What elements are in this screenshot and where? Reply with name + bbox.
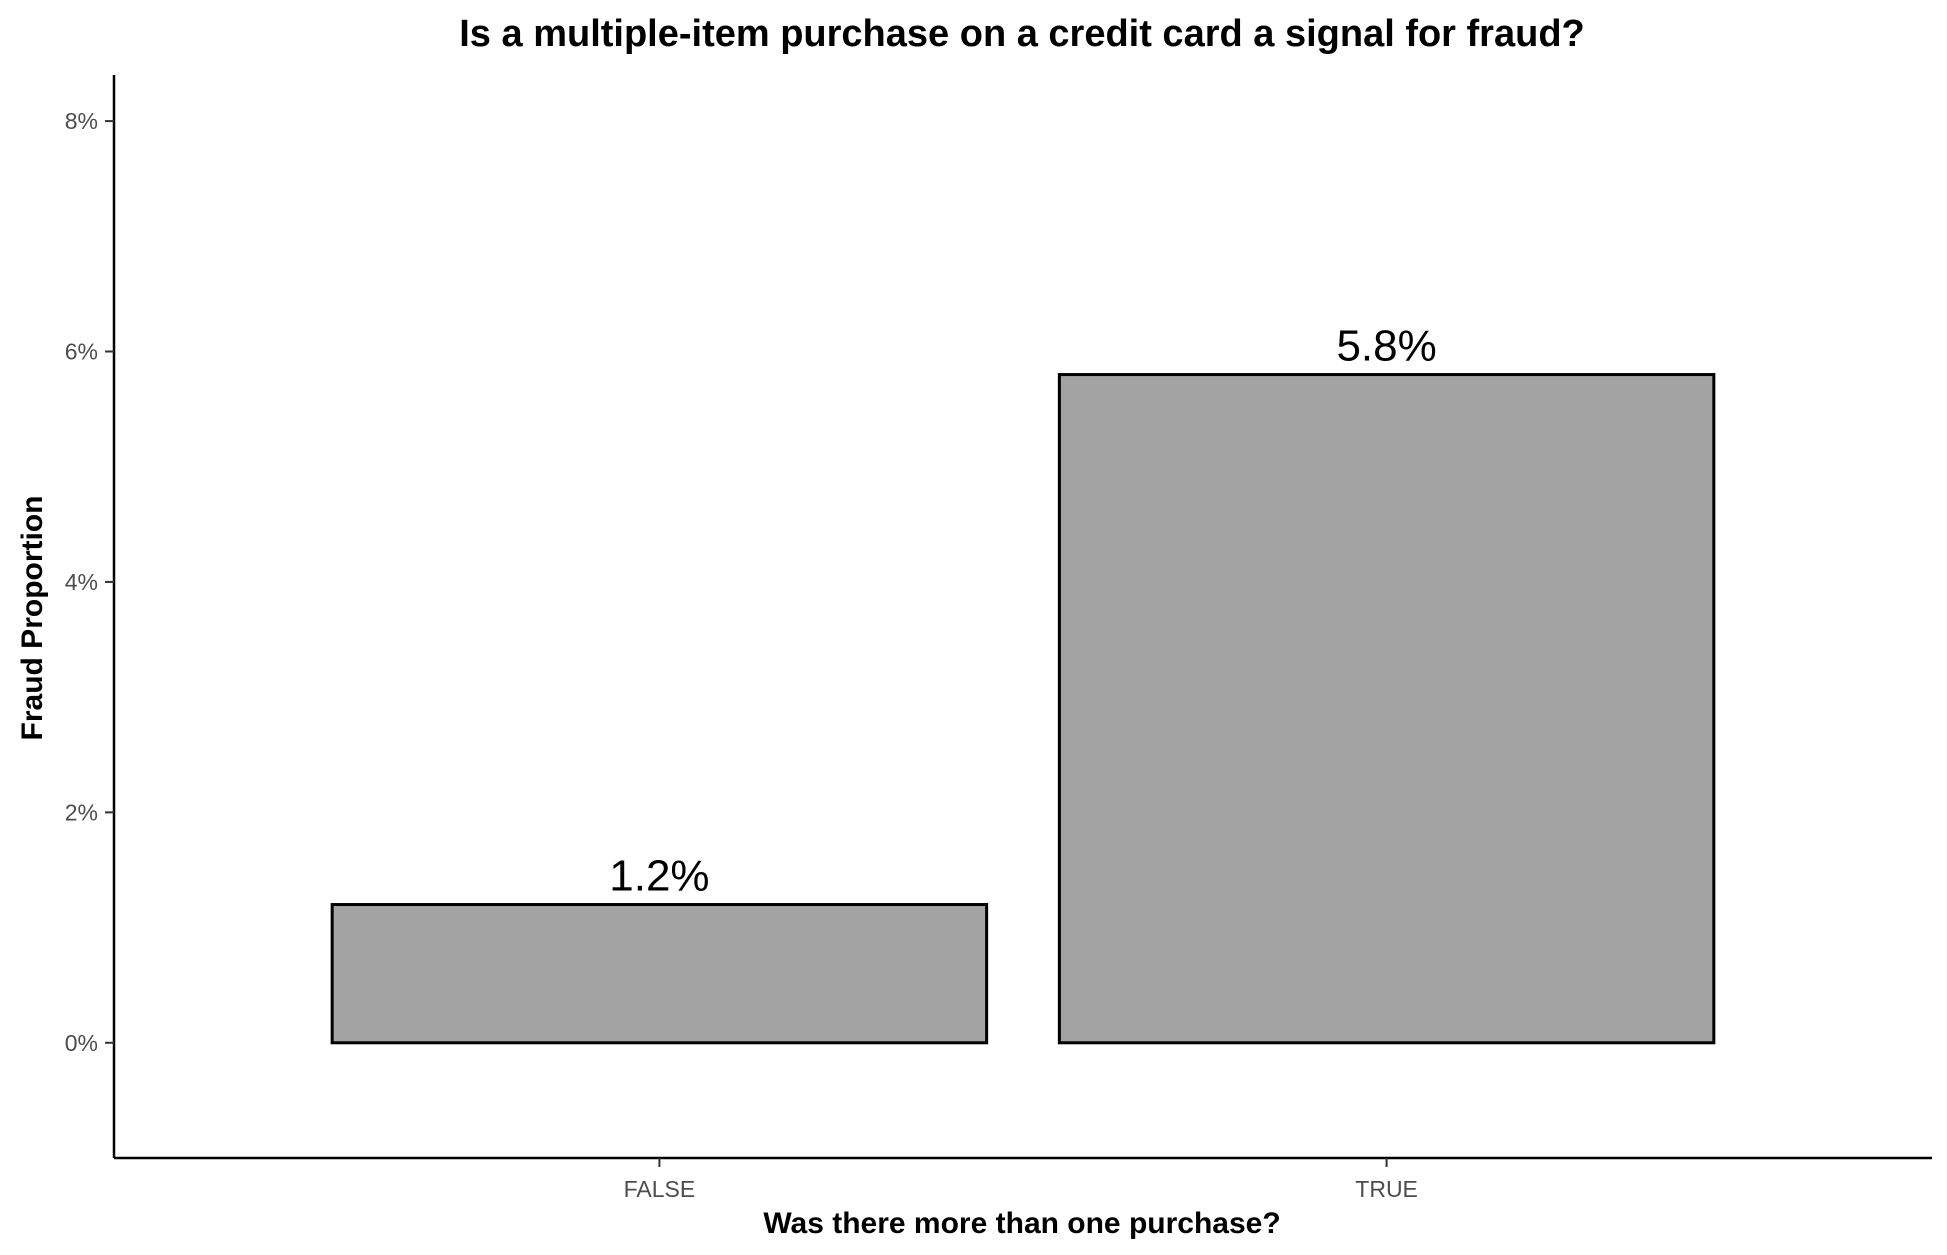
data-label: 5.8% [1336, 322, 1436, 371]
x-tick-label: FALSE [624, 1176, 696, 1202]
y-tick-label: 0% [65, 1030, 98, 1056]
data-label: 1.2% [609, 852, 709, 901]
plot-area: 0% 2% 4% 6% 8% 1.2% FALSE 5.8% TRUE [65, 75, 1932, 1202]
x-tick-label: TRUE [1355, 1176, 1418, 1202]
chart-title: Is a multiple-item purchase on a credit … [459, 13, 1585, 55]
y-tick-label: 6% [65, 339, 98, 365]
y-tick-label: 4% [65, 569, 98, 595]
bar-true [1057, 373, 1716, 1045]
x-axis-title: Was there more than one purchase? [763, 1207, 1280, 1240]
y-tick-label: 8% [65, 108, 98, 134]
bar-false [330, 903, 989, 1045]
y-axis-title: Fraud Proportion [16, 496, 49, 741]
y-tick-label: 2% [65, 799, 98, 825]
